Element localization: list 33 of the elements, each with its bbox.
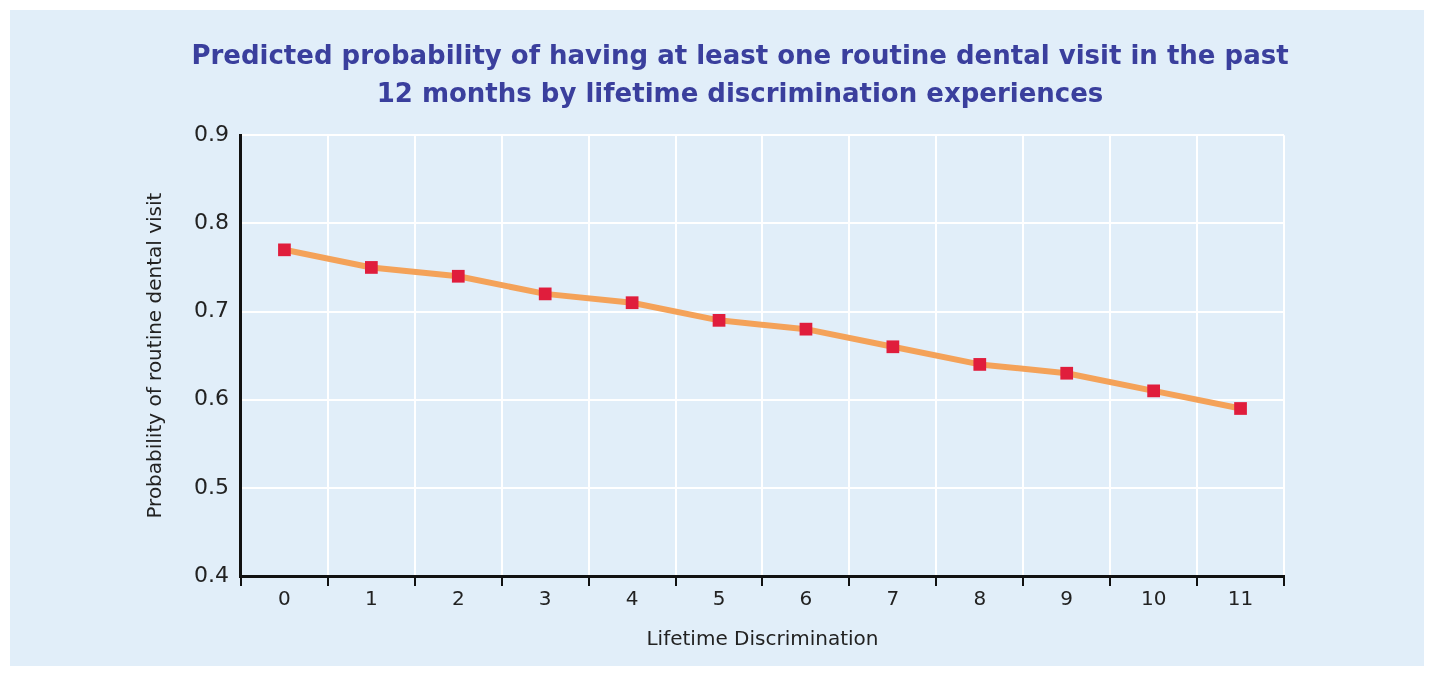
x-tick-label: 7 (886, 586, 900, 611)
x-tick-label: 2 (451, 586, 465, 611)
y-tick-label: 0.6 (193, 385, 229, 411)
x-tick-label: 9 (1060, 586, 1074, 611)
x-tick-label: 5 (712, 586, 726, 611)
point (451, 269, 465, 283)
y-tick-label: 0.4 (193, 561, 229, 587)
y-tick-label: 0.8 (193, 209, 229, 235)
y-tick-label: 0.7 (193, 297, 229, 323)
x-tick-label: 11 (1227, 586, 1254, 611)
x-tick-label: 3 (538, 586, 552, 611)
y-tick-label: 0.9 (193, 120, 229, 146)
x-tick-label: 1 (365, 586, 378, 611)
point (625, 296, 639, 310)
point (886, 340, 900, 354)
chart-title: Predicted probability of having at least one routine dental visit in the past 12 months by lifetime discrimination experiences (190, 39, 1290, 110)
point (712, 313, 726, 327)
y-tick-label: 0.5 (193, 473, 229, 499)
x-tick-label: 0 (278, 586, 291, 611)
point (538, 287, 552, 301)
point (799, 322, 813, 336)
point (1147, 384, 1160, 398)
point (973, 358, 987, 371)
x-axis-title: Lifetime Discrimination (646, 626, 879, 651)
point (1234, 402, 1247, 415)
x-tick-label: 8 (973, 586, 987, 611)
x-tick-label: 10 (1140, 586, 1167, 611)
point (1060, 366, 1074, 380)
x-tick-label: 4 (625, 586, 639, 611)
point (278, 243, 291, 257)
point (365, 261, 378, 274)
x-tick-label: 6 (799, 586, 813, 611)
y-axis-title: Probability of routine dental visit (142, 192, 167, 519)
